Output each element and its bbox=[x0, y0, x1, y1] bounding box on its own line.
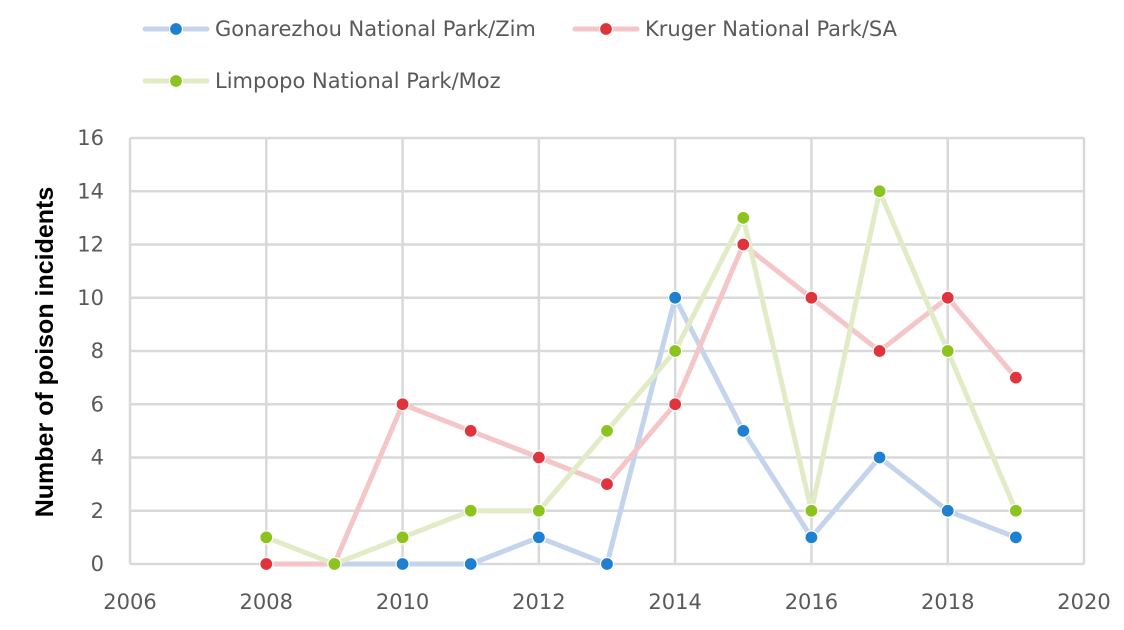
data-point bbox=[327, 556, 342, 572]
data-point bbox=[463, 423, 478, 438]
data-point bbox=[872, 450, 887, 465]
data-point bbox=[1008, 370, 1023, 385]
data-point bbox=[1008, 503, 1023, 518]
data-point bbox=[599, 423, 615, 438]
data-point bbox=[736, 237, 751, 252]
legend-label: Limpopo National Park/Moz bbox=[215, 69, 501, 93]
legend: Gonarezhou National Park/Zim Kruger Natio… bbox=[142, 17, 898, 93]
legend-item: Kruger National Park/SA bbox=[572, 17, 898, 41]
y-tick-label: 4 bbox=[91, 446, 104, 470]
legend-item: Limpopo National Park/Moz bbox=[142, 69, 501, 93]
legend-swatch-marker bbox=[598, 21, 614, 37]
data-point bbox=[872, 343, 887, 359]
x-tick-label: 2010 bbox=[376, 590, 429, 614]
y-axis-title: Number of poison incidents bbox=[31, 187, 59, 518]
data-point bbox=[531, 530, 546, 545]
data-point bbox=[1008, 530, 1023, 545]
x-tick-label: 2020 bbox=[1057, 590, 1110, 614]
data-point bbox=[872, 184, 887, 199]
data-point bbox=[668, 343, 683, 359]
data-point bbox=[395, 397, 410, 412]
data-point bbox=[736, 210, 751, 225]
y-tick-label: 14 bbox=[77, 179, 104, 203]
y-tick-label: 10 bbox=[77, 286, 104, 310]
data-point bbox=[804, 530, 819, 545]
y-tick-label: 2 bbox=[91, 499, 104, 523]
x-tick-label: 2016 bbox=[785, 590, 838, 614]
data-point bbox=[259, 556, 274, 572]
data-point bbox=[940, 343, 955, 359]
series-line-1 bbox=[263, 242, 1019, 567]
series-line-0 bbox=[263, 295, 1019, 567]
data-point bbox=[668, 397, 683, 412]
data-point bbox=[463, 556, 478, 572]
legend-swatch-marker bbox=[168, 73, 184, 89]
data-point bbox=[259, 530, 274, 545]
series-lines bbox=[263, 188, 1019, 567]
data-point bbox=[940, 290, 955, 305]
data-point bbox=[804, 290, 819, 305]
y-tick-label: 6 bbox=[91, 392, 104, 416]
data-point bbox=[395, 530, 410, 545]
data-point bbox=[668, 290, 683, 305]
data-point bbox=[531, 450, 546, 465]
data-point bbox=[599, 477, 615, 492]
x-tick-label: 2014 bbox=[648, 590, 701, 614]
series-line-2 bbox=[263, 188, 1019, 567]
x-tick-label: 2012 bbox=[512, 590, 565, 614]
y-tick-label: 12 bbox=[77, 233, 104, 257]
axes: 0 2 4 6 8 10 12 14 16 2006 2008 2010 2012 2014 2016 201… bbox=[77, 126, 1110, 614]
legend-label: Kruger National Park/SA bbox=[645, 17, 898, 41]
data-point bbox=[940, 503, 955, 518]
legend-swatch-marker bbox=[168, 21, 184, 37]
data-point bbox=[736, 423, 751, 438]
x-tick-label: 2006 bbox=[103, 590, 156, 614]
data-point bbox=[395, 556, 410, 572]
legend-item: Gonarezhou National Park/Zim bbox=[142, 17, 536, 41]
data-point bbox=[463, 503, 478, 518]
legend-label: Gonarezhou National Park/Zim bbox=[215, 17, 536, 41]
data-point bbox=[531, 503, 546, 518]
data-point bbox=[804, 503, 819, 518]
y-tick-label: 0 bbox=[91, 552, 104, 576]
y-tick-label: 8 bbox=[91, 339, 104, 363]
x-tick-label: 2008 bbox=[240, 590, 293, 614]
x-tick-label: 2018 bbox=[921, 590, 974, 614]
y-tick-label: 16 bbox=[77, 126, 104, 150]
data-point bbox=[599, 556, 615, 572]
series-markers bbox=[259, 184, 1023, 572]
